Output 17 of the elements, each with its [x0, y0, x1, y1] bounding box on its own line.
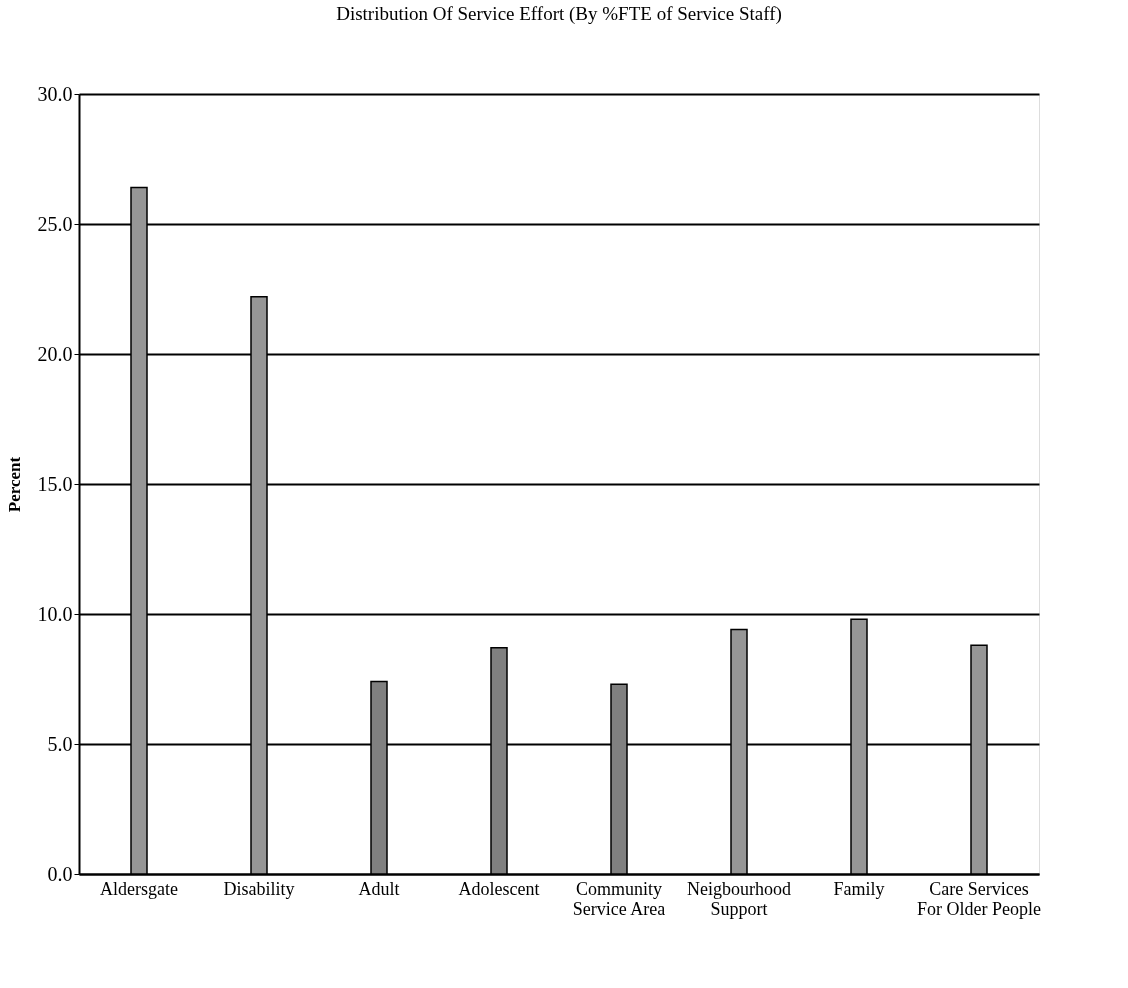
x-tick-label: Neigbourhood Support	[687, 878, 791, 919]
x-tick-label: Adolescent	[458, 878, 540, 899]
x-tick-label: Aldersgate	[100, 878, 178, 899]
y-axis-title: Percent	[4, 456, 24, 513]
y-tick-label: 25.0	[37, 212, 73, 235]
y-tick-label: 5.0	[47, 732, 73, 755]
x-tick-label: Community Service Area	[572, 878, 666, 919]
chart-title: Distribution Of Service Effort (By %FTE of Service Staff)	[336, 3, 782, 25]
y-tick-label: 20.0	[37, 342, 73, 365]
y-tick-label: 30.0	[37, 82, 73, 105]
x-tick-label: Disability	[223, 878, 295, 899]
y-tick-label: 15.0	[37, 472, 73, 495]
y-tick-label: 10.0	[37, 602, 73, 625]
x-tick-label: Family	[833, 878, 885, 899]
x-tick-label: Care Services For Older People	[917, 878, 1041, 919]
y-tick-label: 0.0	[47, 862, 73, 885]
x-tick-label: Adult	[358, 878, 400, 899]
